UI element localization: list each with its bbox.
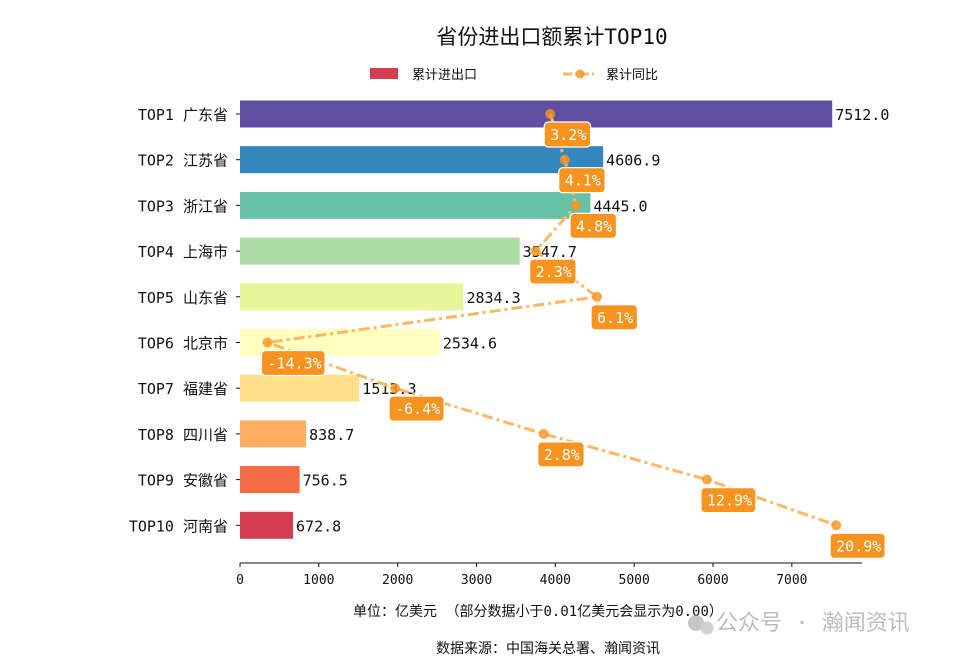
bar — [240, 511, 294, 539]
bar — [240, 237, 520, 265]
bar-value-label: 1513.3 — [362, 380, 416, 398]
x-tick-label: 0 — [236, 573, 244, 588]
wechat-icon — [688, 615, 704, 631]
y-tick-label: TOP4 上海市 — [138, 243, 228, 261]
growth-marker — [262, 337, 273, 348]
x-tick-label: 6000 — [697, 573, 728, 588]
bar-value-label: 756.5 — [303, 472, 348, 490]
growth-label: 2.8% — [544, 446, 580, 464]
growth-label-box — [558, 167, 606, 194]
bar-value-label: 2534.6 — [443, 335, 497, 353]
bar — [240, 146, 604, 174]
growth-label: 12.9% — [707, 492, 752, 510]
legend: 累计进出口 累计同比 — [370, 68, 658, 83]
growth-label: 20.9% — [836, 537, 881, 555]
growth-label-box — [543, 121, 592, 148]
bar — [240, 191, 591, 219]
growth-marker — [701, 474, 712, 485]
legend-line-label: 累计同比 — [606, 68, 658, 83]
growth-marker — [592, 291, 603, 302]
growth-label-box — [529, 258, 577, 285]
bar — [240, 283, 464, 311]
y-tick-label: TOP6 北京市 — [138, 335, 228, 353]
growth-marker — [390, 383, 401, 394]
watermark: 公众号 · 瀚闻资讯 — [688, 611, 910, 636]
growth-label: 4.1% — [565, 172, 601, 190]
growth-label: -14.3% — [267, 355, 321, 373]
growth-marker — [538, 428, 549, 439]
x-tick-label: 2000 — [382, 573, 413, 588]
x-axis-label: 单位：亿美元 （部分数据小于0.01亿美元会显示为0.00） — [353, 604, 723, 620]
bar — [240, 374, 360, 402]
bar — [240, 466, 300, 494]
growth-marker — [530, 246, 541, 257]
bar-value-label: 672.8 — [296, 517, 341, 535]
bar-value-label: 838.7 — [309, 426, 354, 444]
growth-label-box — [537, 441, 585, 468]
growth-label-box — [388, 395, 445, 422]
y-tick-label: TOP7 福建省 — [138, 380, 228, 398]
bar — [240, 420, 307, 448]
legend-bar-label: 累计进出口 — [412, 68, 477, 83]
y-tick-label: TOP9 安徽省 — [138, 472, 228, 490]
x-tick-label: 3000 — [461, 573, 492, 588]
source-note: 数据来源：中国海关总署、瀚闻资讯 — [436, 641, 660, 657]
growth-label-box — [590, 304, 639, 331]
growth-marker — [545, 109, 556, 119]
bar-value-label: 2834.3 — [466, 289, 520, 307]
growth-marker — [831, 520, 842, 531]
y-tick-label: TOP10 河南省 — [129, 517, 228, 535]
growth-label: 4.8% — [576, 217, 612, 235]
growth-label-box — [569, 212, 618, 239]
chart-title: 省份进出口额累计TOP10 — [436, 25, 667, 49]
y-tick-label: TOP8 四川省 — [138, 426, 228, 444]
x-tick-label: 4000 — [540, 573, 571, 588]
growth-label-box — [829, 532, 886, 559]
y-tick-label: TOP3 浙江省 — [138, 197, 228, 215]
bar — [240, 100, 833, 128]
watermark-text: 公众号 · 瀚闻资讯 — [716, 611, 910, 636]
y-tick-label: TOP5 山东省 — [138, 289, 228, 307]
bar-value-label: 7512.0 — [835, 106, 889, 124]
growth-label: 3.2% — [550, 126, 586, 144]
x-tick-label: 7000 — [776, 573, 807, 588]
growth-label-box — [260, 349, 326, 377]
growth-label: -6.4% — [395, 400, 440, 418]
bar-value-label: 4445.0 — [593, 197, 647, 215]
legend-bar-swatch — [370, 68, 398, 79]
legend-line-marker — [575, 69, 585, 79]
bar-value-label: 4606.9 — [606, 152, 660, 170]
growth-label: 6.1% — [597, 309, 633, 327]
y-tick-label: TOP2 江苏省 — [138, 152, 228, 170]
growth-label-box — [700, 487, 757, 514]
x-tick-label: 5000 — [619, 573, 650, 588]
x-tick-label: 1000 — [303, 573, 334, 588]
growth-label: 2.3% — [536, 263, 572, 281]
y-tick-label: TOP1 广东省 — [138, 106, 228, 124]
growth-marker — [571, 200, 582, 211]
growth-marker — [559, 154, 570, 165]
